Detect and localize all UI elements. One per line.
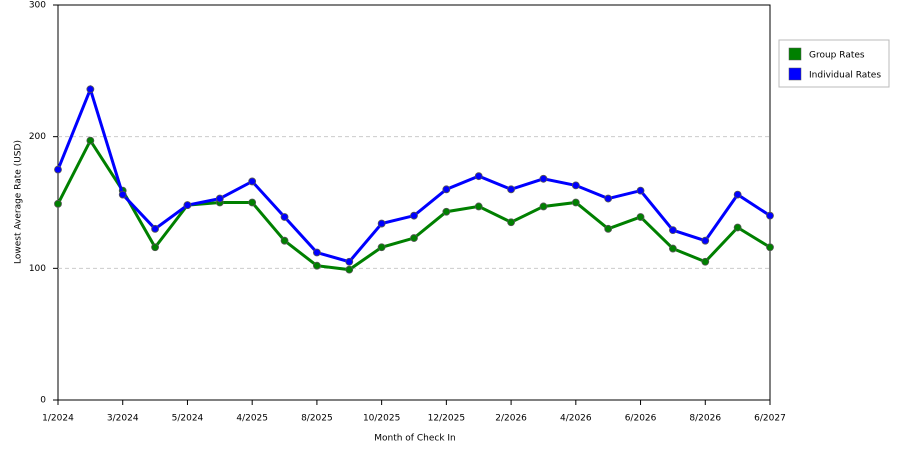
point [507, 185, 515, 194]
x-tick-label: 6/2026 [625, 414, 657, 424]
legend-swatch [788, 67, 802, 81]
point [377, 243, 386, 252]
legend-label: Group Rates [809, 51, 865, 61]
point [701, 236, 710, 245]
point [280, 236, 289, 245]
point [54, 165, 62, 174]
point [669, 226, 677, 235]
point [669, 244, 677, 253]
point [474, 202, 483, 211]
x-tick-label: 2/2026 [495, 414, 527, 424]
y-tick-label: 100 [29, 264, 46, 274]
point [183, 201, 192, 210]
point [539, 174, 548, 183]
x-tick-label: 8/2026 [689, 414, 721, 424]
point [151, 243, 159, 252]
point [377, 219, 386, 228]
x-tick-label: 4/2026 [560, 414, 592, 424]
legend-label: Individual Rates [809, 71, 881, 81]
y-tick-label: 200 [29, 132, 46, 142]
point [345, 257, 354, 266]
point [410, 234, 418, 242]
point [442, 207, 451, 216]
series-line [56, 137, 771, 272]
point [280, 213, 289, 221]
point [733, 190, 742, 199]
point [766, 211, 774, 220]
point [604, 224, 613, 233]
x-axis-label: Month of Check In [374, 434, 456, 444]
point [539, 202, 548, 211]
x-tick-label: 3/2024 [107, 414, 139, 424]
x-tick-label: 10/2025 [363, 414, 400, 424]
legend-swatch [788, 47, 802, 61]
x-tick-label: 4/2025 [236, 414, 268, 424]
y-tick-label: 0 [40, 396, 46, 406]
point [248, 198, 257, 207]
plot-frame [57, 4, 771, 401]
point [86, 136, 95, 145]
point [571, 181, 580, 190]
point [507, 218, 515, 227]
point [313, 261, 321, 270]
point [410, 211, 418, 220]
point [86, 85, 95, 94]
x-tick-label: 6/2027 [754, 414, 786, 424]
point [248, 177, 257, 186]
point [733, 223, 742, 232]
point [701, 257, 710, 266]
y-tick-label: 300 [29, 1, 46, 11]
point [54, 199, 62, 208]
x-tick-label: 8/2025 [301, 414, 333, 424]
x-tick-label: 5/2024 [172, 414, 204, 424]
point [313, 248, 321, 257]
point [118, 190, 127, 199]
point [151, 224, 159, 233]
point [636, 186, 645, 195]
point [442, 185, 451, 194]
point [474, 172, 483, 181]
x-tick-label: 12/2025 [428, 414, 465, 424]
point [215, 194, 224, 203]
y-axis-label: Lowest Average Rate (USD) [14, 140, 24, 264]
point [604, 194, 613, 203]
point [766, 243, 774, 252]
x-tick-label: 1/2024 [42, 414, 74, 424]
point [636, 213, 645, 221]
point [345, 265, 354, 274]
point [571, 198, 580, 207]
